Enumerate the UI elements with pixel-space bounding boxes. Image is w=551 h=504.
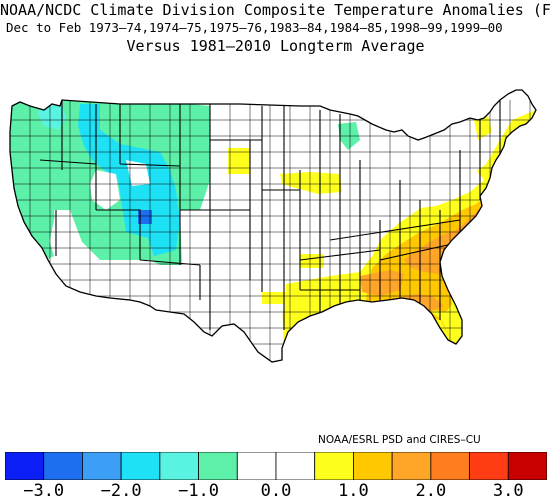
map-subtitle-period: Dec to Feb 1973–74,1974–75,1975–76,1983–… xyxy=(6,20,503,35)
colorbar xyxy=(5,452,547,480)
colorbar-swatch xyxy=(391,452,432,480)
colorbar-swatch xyxy=(314,452,354,480)
colorbar-tick-label: 2.0 xyxy=(415,481,447,501)
map-title: NOAA/NCDC Climate Division Composite Tem… xyxy=(0,1,551,19)
us-anomaly-map xyxy=(9,89,537,363)
colorbar-swatch xyxy=(43,452,83,480)
colorbar-tick-label: 3.0 xyxy=(492,481,524,501)
map-subtitle-baseline: Versus 1981–2010 Longterm Average xyxy=(126,37,425,55)
colorbar-swatch xyxy=(353,452,393,480)
colorbar-tick-label: −3.0 xyxy=(23,481,65,501)
colorbar-tick-label: 0.0 xyxy=(260,481,292,501)
colorbar-swatch xyxy=(236,452,277,480)
colorbar-swatch xyxy=(275,452,316,480)
colorbar-swatch xyxy=(198,452,238,480)
colorbar-tick-label: 1.0 xyxy=(338,481,369,501)
colorbar-swatch xyxy=(159,452,199,480)
colorbar-swatch xyxy=(430,452,470,480)
colorbar-swatch xyxy=(82,452,122,480)
data-source-credit: NOAA/ESRL PSD and CIRES–CU xyxy=(318,434,481,446)
colorbar-swatch xyxy=(507,452,547,480)
colorbar-swatch xyxy=(5,452,45,480)
colorbar-swatch xyxy=(469,452,509,480)
colorbar-tick-label: −2.0 xyxy=(100,481,142,501)
colorbar-swatch xyxy=(120,452,161,480)
colorbar-tick-label: −1.0 xyxy=(178,481,220,501)
